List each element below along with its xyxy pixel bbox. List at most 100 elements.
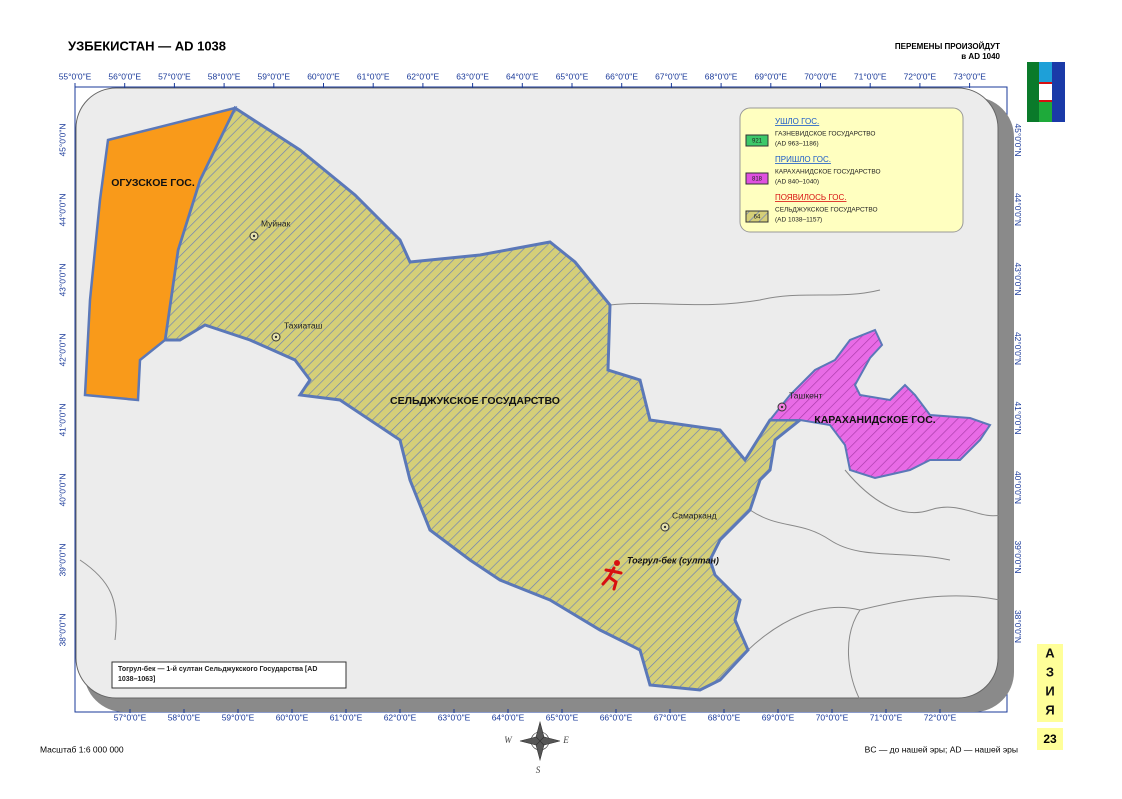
compass-label: S	[536, 765, 541, 775]
legend-swatch	[745, 172, 769, 185]
longitude-label: 57°0'0"E	[114, 712, 147, 722]
latitude-label: 41°0'0"N	[57, 403, 67, 436]
latitude-label: 43°0'0"N	[57, 263, 67, 296]
latitude-label: 40°0'0"N	[1013, 471, 1023, 504]
era-note: BC — до нашей эры; AD — нашей эры	[865, 744, 1018, 754]
longitude-label: 70°0'0"E	[816, 712, 849, 722]
longitude-label: 63°0'0"E	[438, 712, 471, 722]
longitude-label: 69°0'0"E	[762, 712, 795, 722]
side-letter: Я	[1045, 702, 1054, 717]
city-dot	[780, 405, 784, 409]
latitude-label: 39°0'0"N	[1013, 540, 1023, 573]
longitude-label: 65°0'0"E	[556, 71, 589, 81]
longitude-label: 60°0'0"E	[276, 712, 309, 722]
longitude-label: 61°0'0"E	[330, 712, 363, 722]
longitude-label: 69°0'0"E	[754, 71, 787, 81]
page-number: 23	[1043, 732, 1057, 746]
karakhanid-region	[767, 328, 992, 480]
side-letter: А	[1045, 645, 1055, 660]
longitude-label: 73°0'0"E	[953, 71, 986, 81]
legend-name: ГАЗНЕВИДСКОЕ ГОСУДАРСТВО	[775, 131, 875, 138]
longitude-label: 72°0'0"E	[924, 712, 957, 722]
flag	[1027, 62, 1065, 122]
legend-code: 818	[752, 177, 763, 183]
longitude-label: 70°0'0"E	[804, 71, 837, 81]
change-year: в AD 1040	[961, 52, 1000, 61]
city-dot	[274, 335, 278, 339]
side-letter: И	[1045, 683, 1054, 698]
latitude-label: 41°0'0"N	[1013, 401, 1023, 434]
longitude-label: 56°0'0"E	[108, 71, 141, 81]
side-tab	[1037, 644, 1063, 722]
compass-rose	[519, 720, 561, 762]
longitude-label: 65°0'0"E	[546, 712, 579, 722]
city-label: Муйнак	[261, 218, 291, 228]
latitude-label: 38°0'0"N	[57, 613, 67, 646]
page-tab	[1037, 728, 1063, 750]
latitude-label: 38°0'0"N	[1013, 610, 1023, 643]
ruler-note-line: Тогрул-бек — 1-й султан Сельджукского Го…	[118, 665, 317, 673]
legend-heading: ПРИШЛО ГОС.	[775, 155, 831, 164]
latitude-label: 42°0'0"N	[57, 333, 67, 366]
legend-code: 921	[752, 139, 763, 145]
oguz-region	[83, 106, 238, 402]
longitude-label: 64°0'0"E	[506, 71, 539, 81]
region-label: ОГУЗСКОЕ ГОС.	[111, 177, 195, 189]
city-label: Самарканд	[672, 510, 717, 520]
latitude-label: 45°0'0"N	[1013, 123, 1023, 156]
map-title: УЗБЕКИСТАН — AD 1038	[68, 38, 226, 53]
longitude-label: 57°0'0"E	[158, 71, 191, 81]
longitude-label: 60°0'0"E	[307, 71, 340, 81]
latitude-label: 44°0'0"N	[1013, 193, 1023, 226]
longitude-label: 71°0'0"E	[854, 71, 887, 81]
longitude-label: 63°0'0"E	[456, 71, 489, 81]
city-dot	[663, 525, 667, 529]
longitude-label: 68°0'0"E	[708, 712, 741, 722]
city-dot	[252, 234, 256, 238]
longitude-label: 66°0'0"E	[605, 71, 638, 81]
latitude-label: 42°0'0"N	[1013, 332, 1023, 365]
neighbor-border	[79, 289, 1001, 701]
longitude-label: 64°0'0"E	[492, 712, 525, 722]
latitude-label: 40°0'0"N	[57, 473, 67, 506]
legend-dates: (AD 963–1186)	[775, 141, 819, 148]
ruler-icon	[601, 560, 623, 591]
latitude-label: 43°0'0"N	[1013, 262, 1023, 295]
longitude-label: 61°0'0"E	[357, 71, 390, 81]
longitude-label: 58°0'0"E	[208, 71, 241, 81]
seljuk-region	[163, 105, 805, 692]
legend-box	[739, 107, 964, 233]
longitude-label: 71°0'0"E	[870, 712, 903, 722]
change-note: ПЕРЕМЕНЫ ПРОИЗОЙДУТ	[895, 42, 1000, 51]
scale-label: Масштаб 1:6 000 000	[40, 744, 124, 754]
compass-label: E	[562, 735, 569, 745]
longitude-label: 67°0'0"E	[654, 712, 687, 722]
city-label: Тахиаташ	[284, 320, 323, 330]
longitude-label: 68°0'0"E	[705, 71, 738, 81]
note-box	[111, 661, 347, 689]
latitude-label: 45°0'0"N	[57, 123, 67, 156]
latitude-label: 44°0'0"N	[57, 193, 67, 226]
legend-heading: ПОЯВИЛОСЬ ГОС.	[775, 193, 847, 202]
longitude-label: 62°0'0"E	[407, 71, 440, 81]
city-label: Ташкент	[789, 390, 823, 400]
legend-swatch	[745, 210, 769, 223]
legend-name: КАРАХАНИДСКОЕ ГОСУДАРСТВО	[775, 169, 881, 176]
legend-heading: УШЛО ГОС.	[775, 117, 819, 126]
ruler-note: Тогрул-бек — 1-й султан Сельджукского Го…	[118, 665, 317, 683]
longitude-label: 59°0'0"E	[257, 71, 290, 81]
latitude-label: 39°0'0"N	[57, 543, 67, 576]
region-label: СЕЛЬДЖУКСКОЕ ГОСУДАРСТВО	[390, 395, 560, 407]
legend-name: СЕЛЬДЖУКСКОЕ ГОСУДАРСТВО	[775, 207, 878, 214]
compass-label: W	[504, 735, 513, 745]
region-label: КАРАХАНИДСКОЕ ГОС.	[814, 414, 935, 426]
ruler-label: Тогрул-бек (султан)	[627, 555, 719, 565]
ruler-note-line: 1038–1063]	[118, 676, 155, 683]
longitude-label: 66°0'0"E	[600, 712, 633, 722]
side-letter: З	[1046, 664, 1054, 679]
longitude-label: 55°0'0"E	[59, 71, 92, 81]
longitude-label: 72°0'0"E	[904, 71, 937, 81]
legend-swatch	[745, 134, 769, 147]
